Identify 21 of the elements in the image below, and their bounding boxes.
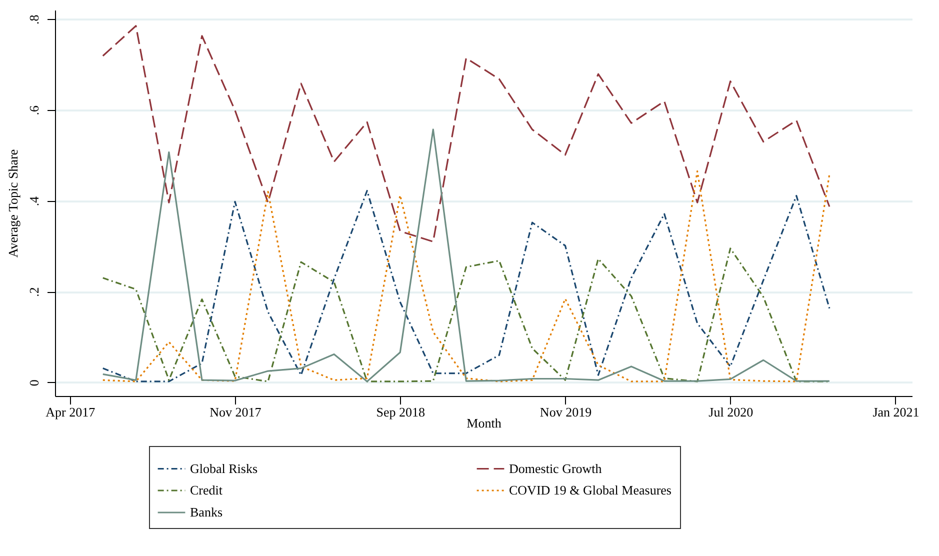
y-tick-label: .4 <box>26 196 42 206</box>
x-axis-title: Month <box>466 416 502 430</box>
x-tick-label: Nov 2017 <box>210 404 262 420</box>
x-tick-label: Nov 2019 <box>540 404 592 420</box>
line-series <box>102 128 830 382</box>
line-series <box>102 25 830 242</box>
line-series <box>102 248 830 382</box>
legend-label: Credit <box>190 482 223 498</box>
legend-label: Domestic Growth <box>509 460 602 476</box>
legend-label: Banks <box>190 504 222 520</box>
legend-label: Global Risks <box>190 460 258 476</box>
x-tick-label: Apr 2017 <box>46 404 96 420</box>
y-axis-title: Average Topic Share <box>6 149 20 258</box>
y-tick-label: 0 <box>26 380 42 386</box>
x-tick-label: Jul 2020 <box>708 404 754 420</box>
x-tick-label: Sep 2018 <box>376 404 425 420</box>
y-tick-label: .6 <box>26 105 42 116</box>
x-tick-label: Jan 2021 <box>872 404 920 420</box>
y-tick-label: .2 <box>26 287 42 297</box>
legend-label: COVID 19 & Global Measures <box>509 482 672 498</box>
y-tick-label: .8 <box>26 14 42 24</box>
